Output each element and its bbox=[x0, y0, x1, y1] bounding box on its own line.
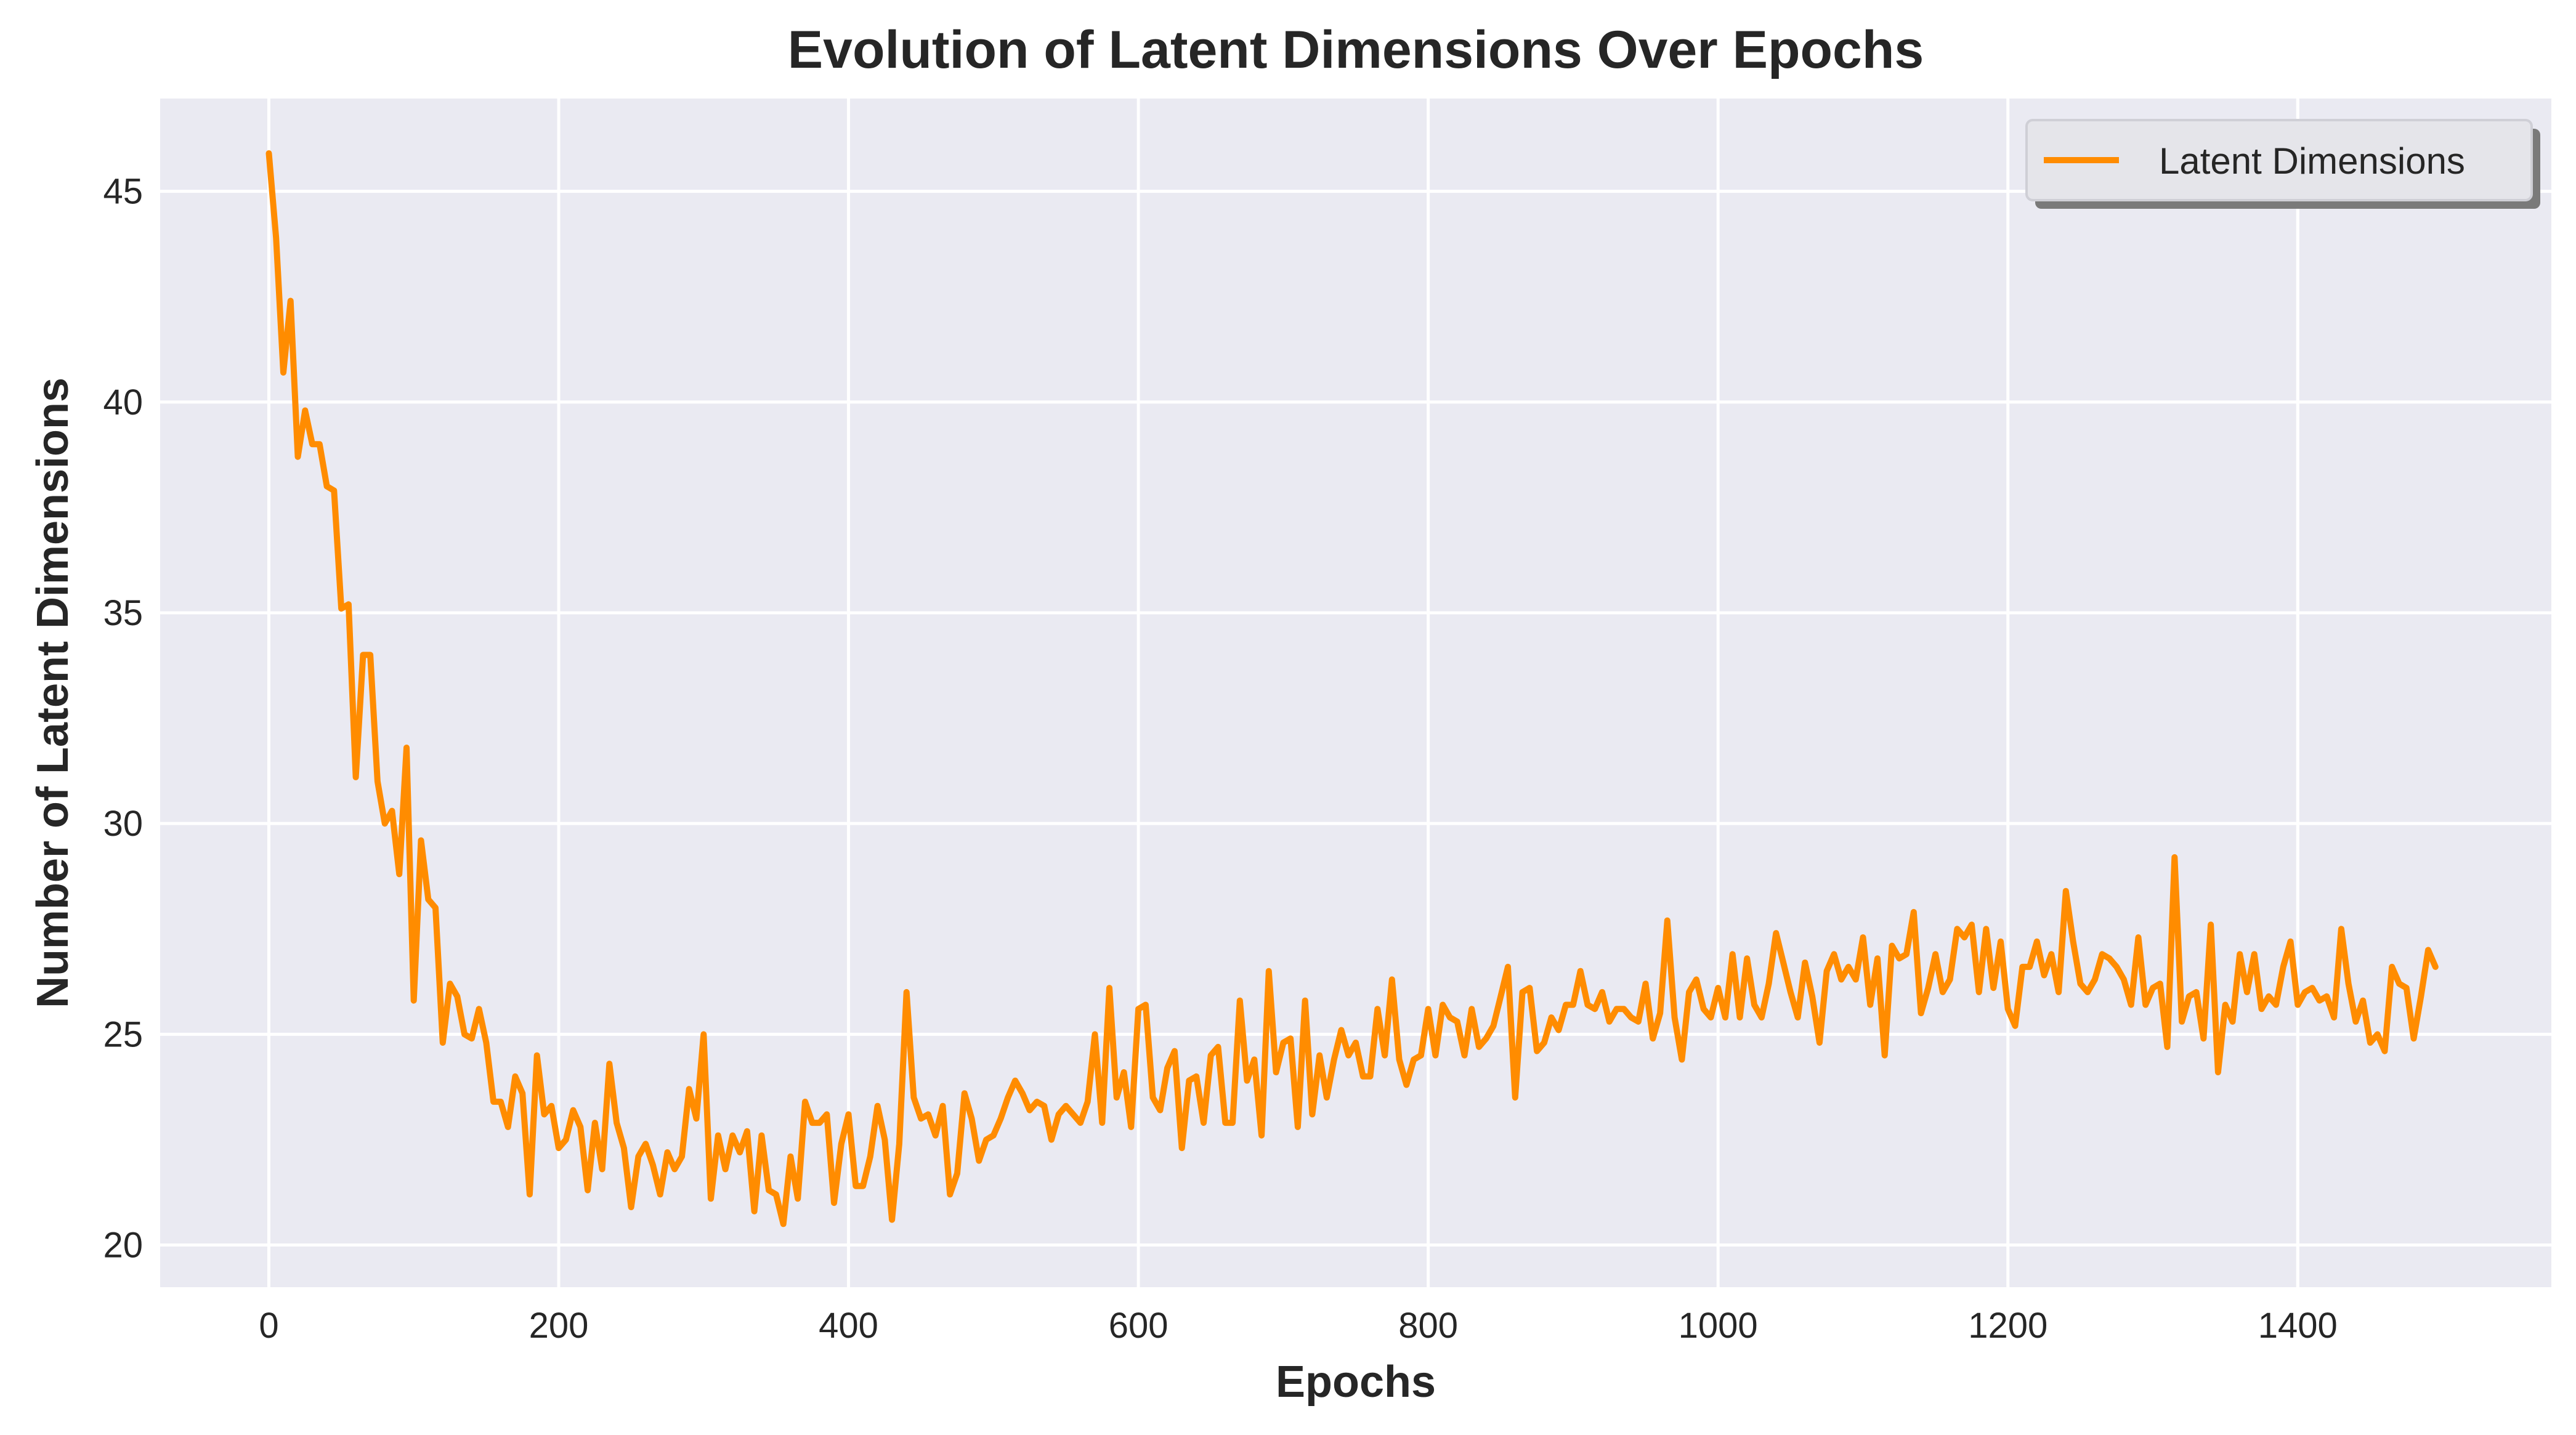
legend-label-latent-dimensions: Latent Dimensions bbox=[2159, 140, 2465, 182]
x-tick-label: 1200 bbox=[1968, 1306, 2047, 1346]
y-tick-label: 40 bbox=[103, 382, 143, 422]
x-tick-label: 0 bbox=[259, 1306, 278, 1346]
x-tick-label: 600 bbox=[1109, 1306, 1169, 1346]
y-tick-label: 25 bbox=[103, 1014, 143, 1054]
x-tick-label: 1400 bbox=[2258, 1306, 2338, 1346]
x-tick-label: 400 bbox=[819, 1306, 878, 1346]
chart-title: Evolution of Latent Dimensions Over Epoc… bbox=[788, 20, 1924, 79]
y-tick-label: 35 bbox=[103, 593, 143, 633]
y-tick-label: 20 bbox=[103, 1226, 143, 1266]
grid bbox=[160, 99, 2551, 1287]
legend: Latent Dimensions bbox=[2025, 119, 2540, 209]
y-tick-label: 30 bbox=[103, 804, 143, 844]
x-axis-label: Epochs bbox=[1276, 1357, 1436, 1407]
plot-area bbox=[160, 99, 2551, 1287]
series-layer bbox=[265, 150, 2439, 1227]
x-tick-label: 1000 bbox=[1679, 1306, 1758, 1346]
y-axis-label: Number of Latent Dimensions bbox=[28, 378, 78, 1008]
tick-labels: 0 200 400 600 800 1000 1200 1400 20 25 30 35 40 45 bbox=[103, 172, 2337, 1346]
y-tick-label: 45 bbox=[103, 172, 143, 212]
legend-box bbox=[2025, 119, 2533, 201]
x-tick-label: 200 bbox=[529, 1306, 589, 1346]
x-tick-label: 800 bbox=[1398, 1306, 1458, 1346]
series-line-latent-dimensions bbox=[265, 150, 2439, 1227]
